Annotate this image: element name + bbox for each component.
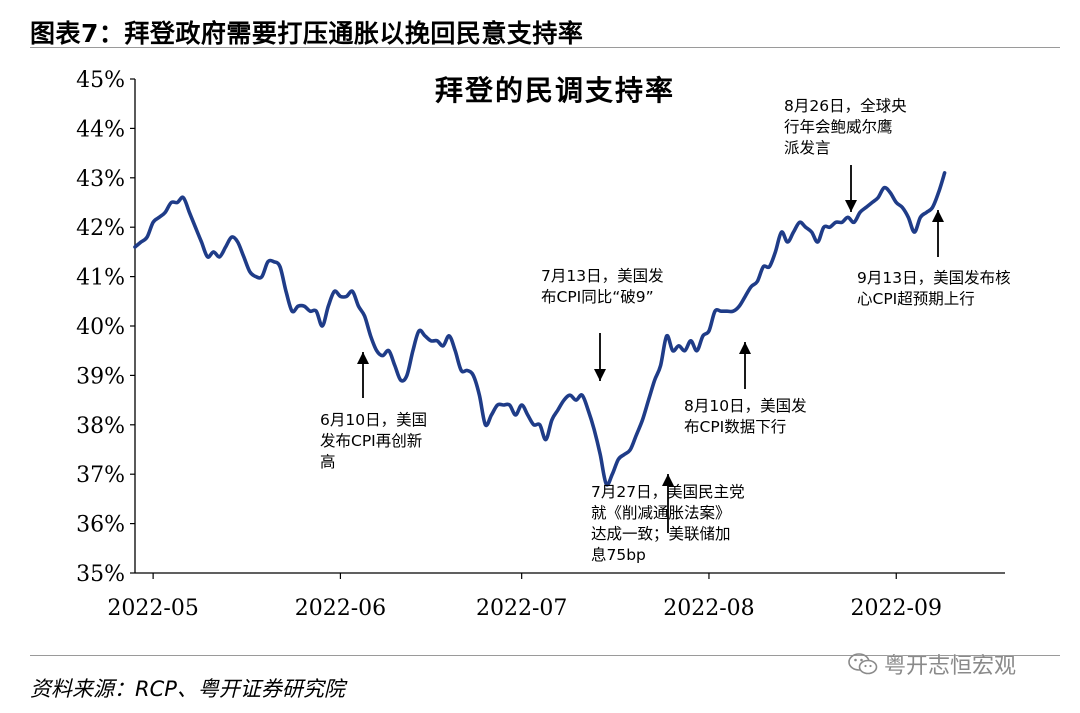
annotation-line: 7月13日，美国发	[541, 267, 664, 285]
y-tick-label: 42%	[76, 216, 125, 241]
wechat-icon	[848, 653, 878, 675]
y-tick-label: 41%	[76, 266, 125, 291]
annotation-arrowhead	[739, 342, 751, 354]
watermark-text: 粤开志恒宏观	[884, 654, 1017, 679]
figure-title: 图表7：拜登政府需要打压通胀以挽回民意支持率	[30, 19, 584, 48]
annotation-line: 6月10日，美国	[320, 411, 427, 429]
annotation-arrowhead	[357, 352, 369, 364]
annotation-line: 行年会鲍威尔鹰	[784, 118, 893, 136]
annotation-line: 息75bp	[591, 546, 646, 564]
x-tick-label: 2022-07	[476, 596, 567, 621]
bottom-divider	[30, 655, 1060, 656]
annotation-line: 布CPI同比“破9”	[541, 288, 654, 306]
annotation-line: 心CPI超预期上行	[857, 290, 975, 308]
chart-title: 拜登的民调支持率	[435, 74, 675, 107]
y-tick-label: 39%	[76, 364, 125, 389]
annotation-arrowhead	[932, 210, 944, 222]
y-tick-label: 38%	[76, 414, 125, 439]
y-tick-label: 43%	[76, 167, 125, 192]
annotation-line: 就《削减通胀法案》	[591, 504, 731, 522]
annotation-line: 达成一致；美联储加	[591, 525, 731, 543]
annotation-line: 发布CPI再创新	[320, 432, 422, 450]
annotation-arrowhead	[594, 369, 606, 381]
watermark: 粤开志恒宏观	[848, 648, 1016, 680]
x-tick-label: 2022-09	[851, 596, 942, 621]
annotation-label: 9月13日，美国发布核心CPI超预期上行	[857, 269, 1011, 308]
top-divider	[30, 47, 1060, 48]
annotation-arrowhead	[845, 200, 857, 212]
annotation-line: 布CPI数据下行	[684, 418, 786, 436]
annotation-label: 7月13日，美国发布CPI同比“破9”	[541, 267, 664, 306]
x-tick-label: 2022-06	[295, 596, 386, 621]
annotation-line: 高	[320, 453, 336, 471]
annotation-arrowhead	[662, 474, 674, 486]
annotation-label: 6月10日，美国发布CPI再创新高	[320, 411, 427, 471]
x-tick-label: 2022-08	[663, 596, 754, 621]
y-tick-label: 37%	[76, 463, 125, 488]
annotation-line: 派发言	[784, 139, 831, 157]
y-tick-label: 40%	[76, 315, 125, 340]
annotation-label: 8月26日，全球央行年会鲍威尔鹰派发言	[784, 97, 907, 157]
y-tick-label: 36%	[76, 513, 125, 538]
y-tick-label: 45%	[76, 68, 125, 93]
series-line	[133, 171, 947, 487]
annotation-label: 7月27日，美国民主党就《削减通胀法案》达成一致；美联储加息75bp	[591, 483, 745, 564]
source-note: 资料来源：RCP、粤开证券研究院	[30, 677, 345, 701]
y-tick-label: 35%	[76, 562, 125, 587]
annotation-line: 8月10日，美国发	[684, 397, 807, 415]
x-tick-label: 2022-05	[107, 596, 198, 621]
annotation-line: 8月26日，全球央	[784, 97, 907, 115]
y-tick-label: 44%	[76, 117, 125, 142]
annotation-line: 7月27日，美国民主党	[591, 483, 745, 501]
annotation-line: 9月13日，美国发布核	[857, 269, 1011, 287]
annotation-label: 8月10日，美国发布CPI数据下行	[684, 397, 807, 436]
